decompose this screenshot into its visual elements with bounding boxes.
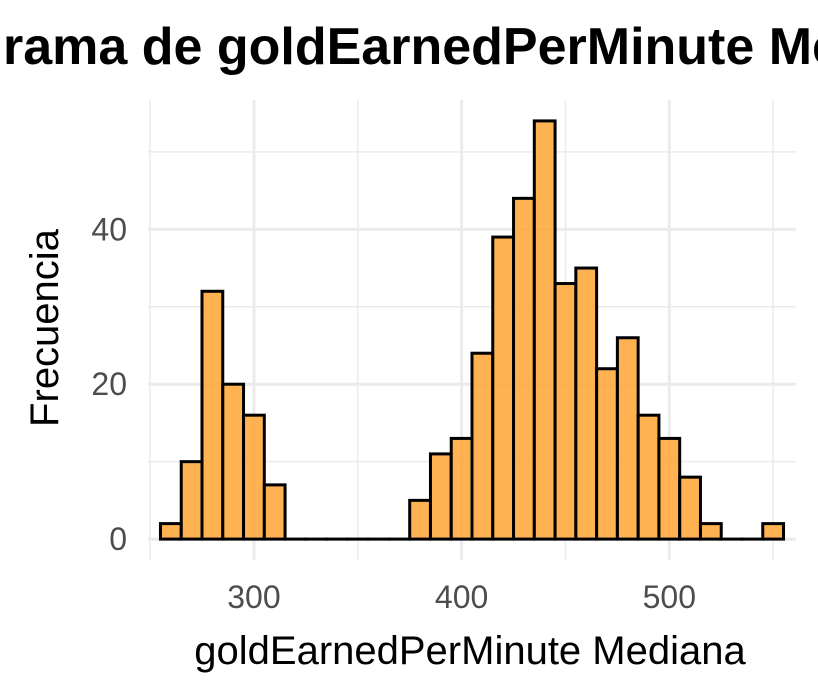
histogram-bar <box>657 436 682 541</box>
histogram-bar <box>574 266 599 541</box>
histogram-bar <box>179 460 204 541</box>
histogram-bar <box>449 436 474 541</box>
y-tick-label: 20 <box>91 366 127 402</box>
histogram-bar <box>553 282 578 541</box>
y-tick-label: 40 <box>91 211 127 247</box>
y-tick-labels: 0 20 40 <box>91 211 127 557</box>
x-tick-labels: 300 400 500 <box>227 579 696 615</box>
y-axis-title: Frecuencia <box>23 228 67 427</box>
histogram-bar <box>761 522 786 541</box>
histogram-bar <box>678 475 702 541</box>
histogram-bar <box>636 413 661 541</box>
x-axis-title: goldEarnedPerMinute Mediana <box>194 629 746 673</box>
histogram-bar <box>532 119 557 541</box>
histogram-bar <box>242 413 266 541</box>
x-tick-label: 300 <box>227 579 280 615</box>
bars <box>158 119 786 541</box>
histogram-bar <box>512 196 536 541</box>
histogram-bar <box>200 289 225 541</box>
x-tick-label: 400 <box>435 579 488 615</box>
histogram-bar <box>698 522 723 541</box>
histogram-bar <box>470 351 495 541</box>
histogram-bar <box>491 235 516 541</box>
histogram-bar <box>221 382 246 541</box>
histogram-bar <box>262 483 287 541</box>
y-tick-label: 0 <box>109 521 127 557</box>
chart-title: Histograma de goldEarnedPerMinute Median… <box>0 18 818 76</box>
x-tick-label: 500 <box>643 579 696 615</box>
histogram-bar <box>595 367 619 541</box>
histogram-bar <box>408 498 432 541</box>
histogram-bar <box>158 522 183 541</box>
histogram-bar <box>615 336 640 541</box>
histogram-bar <box>428 452 453 541</box>
